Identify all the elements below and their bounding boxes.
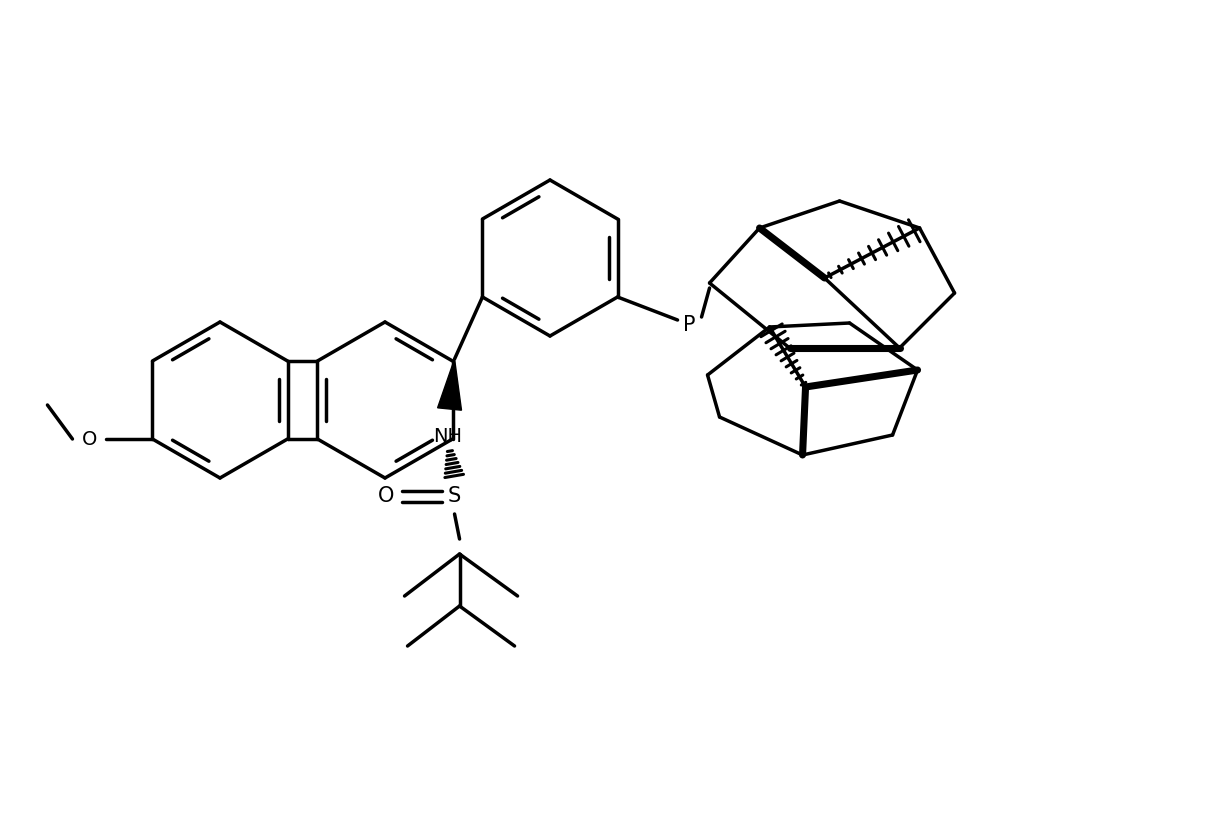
Text: O: O: [81, 429, 97, 448]
Text: P: P: [684, 315, 696, 335]
Text: S: S: [448, 486, 461, 506]
Polygon shape: [438, 359, 461, 410]
Text: O: O: [379, 486, 395, 506]
Text: NH: NH: [433, 427, 462, 446]
